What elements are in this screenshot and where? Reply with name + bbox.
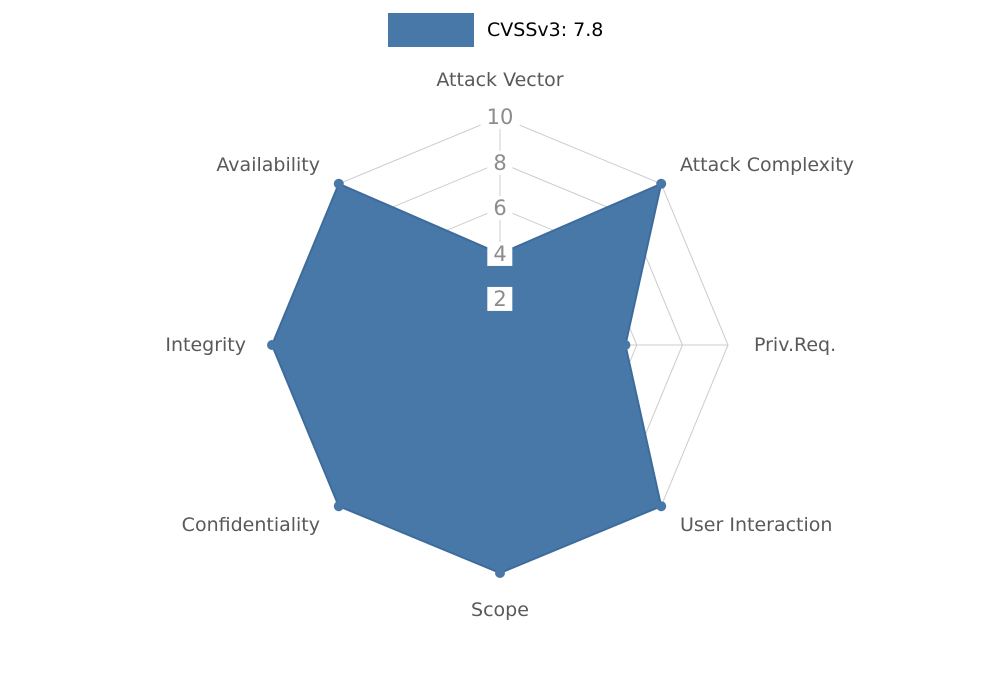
radar-series-polygon	[271, 182, 663, 574]
axis-label-user-interaction: User Interaction	[680, 514, 833, 536]
axis-label-scope: Scope	[471, 599, 529, 621]
legend: CVSSv3: 7.8	[388, 13, 603, 47]
radar-vertex-dot	[495, 568, 505, 578]
radial-tick-label-10: 10	[480, 104, 520, 130]
axis-label-integrity: Integrity	[165, 334, 246, 356]
radar-vertex-dot	[333, 501, 344, 512]
radar-vertex-dot	[267, 340, 277, 350]
radial-tick-label-8: 8	[487, 150, 513, 176]
legend-label: CVSSv3: 7.8	[487, 19, 604, 41]
radial-tick-label-4: 4	[487, 241, 513, 267]
axis-label-attack-vector: Attack Vector	[436, 69, 564, 91]
axis-label-attack-complexity: Attack Complexity	[680, 154, 855, 176]
radar-vertex-dot	[656, 178, 667, 189]
radar-vertex-dot	[656, 501, 667, 512]
radial-tick-label-6: 6	[487, 195, 513, 221]
radar-vertex-dot	[333, 178, 344, 189]
radar-vertex-dot	[620, 340, 631, 350]
radial-tick-label-2: 2	[487, 286, 513, 312]
axis-label-confidentiality: Confidentiality	[181, 514, 320, 536]
axis-label-availability: Availability	[216, 154, 320, 176]
legend-swatch	[388, 13, 475, 47]
axis-label-priv-req: Priv.Req.	[754, 334, 837, 356]
